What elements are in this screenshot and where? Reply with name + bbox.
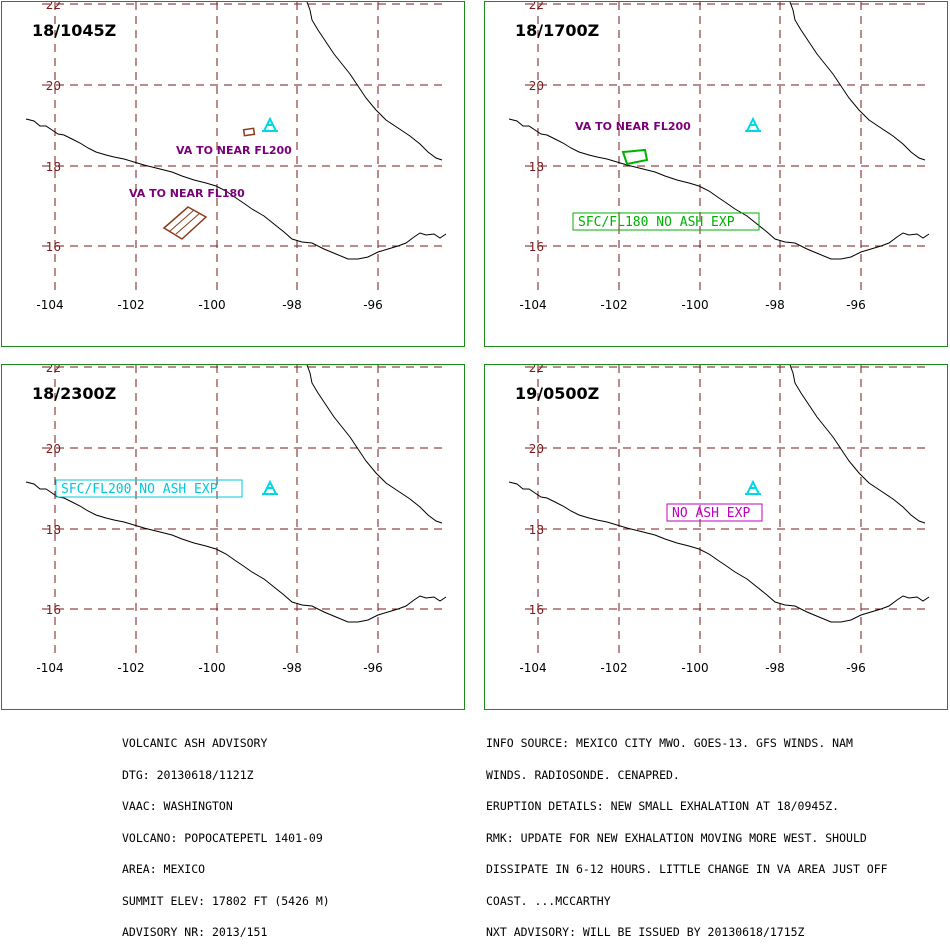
latitude-label: 20 (529, 79, 544, 93)
gulf-coastline (789, 365, 926, 524)
axis-labels: 22 20 18 16 -104 -102 -100 -98 -96 (36, 365, 382, 675)
lat-lon-grid (42, 2, 442, 294)
advisory-line: DTG: 20130618/1121Z (122, 767, 254, 782)
advisory-details-text: INFO SOURCE: MEXICO CITY MWO. GOES-13. G… (486, 717, 888, 948)
longitude-label: -104 (36, 298, 63, 312)
longitude-label: -102 (600, 298, 627, 312)
longitude-label: -98 (282, 298, 302, 312)
ash-polygon-hatched (162, 206, 208, 240)
longitude-label: -96 (363, 298, 383, 312)
map-panel-4: 22 20 18 16 -104 -102 -100 -98 -96 NO ASH EXP 19… (484, 364, 948, 710)
axis-labels: 22 20 18 16 -104 -102 -100 -98 -96 (36, 2, 382, 312)
lat-lon-grid (525, 365, 925, 657)
coastline (508, 481, 930, 623)
lat-lon-grid (525, 2, 925, 294)
latitude-label: 20 (529, 442, 544, 456)
longitude-label: -98 (765, 661, 785, 675)
longitude-label: -96 (846, 298, 866, 312)
advisory-line: COAST. ...MCCARTHY (486, 893, 611, 908)
longitude-label: -104 (519, 298, 546, 312)
gulf-coastline (306, 365, 443, 524)
longitude-label: -96 (363, 661, 383, 675)
volcano-triangle-icon (745, 116, 761, 132)
coastline (25, 481, 447, 623)
longitude-label: -102 (117, 298, 144, 312)
latitude-label: 18 (529, 160, 544, 174)
latitude-label: 18 (46, 160, 61, 174)
latitude-label: 16 (529, 240, 544, 254)
panel-time: 18/1700Z (515, 21, 599, 40)
longitude-label: -104 (36, 661, 63, 675)
longitude-label: -96 (846, 661, 866, 675)
advisory-line: NXT ADVISORY: WILL BE ISSUED BY 20130618… (486, 925, 805, 939)
volcano-triangle-icon (262, 479, 278, 495)
map-panel-2: 22 20 18 16 -104 -102 -100 -98 -96 VA TO NEAR FL… (484, 1, 948, 347)
longitude-label: -100 (198, 298, 225, 312)
longitude-label: -100 (681, 661, 708, 675)
volcano-triangle-icon (745, 479, 761, 495)
latitude-label: 22 (46, 2, 61, 12)
gulf-coastline (789, 2, 926, 161)
latitude-label: 22 (529, 365, 544, 375)
panel-time: 18/1045Z (32, 21, 116, 40)
forecast-box-label: SFC/FL200 NO ASH EXP (61, 482, 218, 497)
lat-lon-grid (42, 365, 442, 657)
longitude-label: -104 (519, 661, 546, 675)
axis-labels: 22 20 18 16 -104 -102 -100 -98 -96 (519, 2, 865, 312)
gulf-coastline (306, 2, 443, 161)
longitude-label: -100 (681, 298, 708, 312)
coastline (25, 118, 447, 260)
coastline (508, 118, 930, 260)
advisory-line: SUMMIT ELEV: 17802 FT (5426 M) (122, 893, 330, 908)
ash-polygon-small (242, 127, 256, 137)
forecast-box-label: NO ASH EXP (672, 506, 750, 521)
map-canvas: 22 20 18 16 -104 -102 -100 -98 -96 SFC/FL200 NO … (25, 365, 447, 675)
advisory-line: AREA: MEXICO (122, 862, 206, 876)
ash-polygon-green (621, 148, 649, 166)
advisory-header-text: VOLCANIC ASH ADVISORY DTG: 20130618/1121… (122, 717, 330, 948)
advisory-line: VAAC: WASHINGTON (122, 799, 233, 813)
map-canvas: 22 20 18 16 -104 -102 -100 -98 -96 VA TO NEAR FL… (508, 2, 930, 312)
longitude-label: -102 (117, 661, 144, 675)
latitude-label: 22 (529, 2, 544, 12)
latitude-label: 18 (46, 523, 61, 537)
longitude-label: -102 (600, 661, 627, 675)
latitude-label: 20 (46, 79, 61, 93)
map-panel-1: 22 20 18 16 -104 -102 -100 -98 -96 VA TO NEAR FL… (1, 1, 465, 347)
latitude-label: 20 (46, 442, 61, 456)
ash-label-2: VA TO NEAR FL180 (129, 187, 245, 200)
advisory-line: VOLCANO: POPOCATEPETL 1401-09 (122, 830, 323, 845)
forecast-box-label: SFC/FL180 NO ASH EXP (578, 215, 735, 230)
advisory-line: DISSIPATE IN 6-12 HOURS. LITTLE CHANGE I… (486, 862, 888, 876)
advisory-line: ERUPTION DETAILS: NEW SMALL EXHALATION A… (486, 799, 840, 813)
forecast-box (572, 212, 760, 231)
longitude-label: -100 (198, 661, 225, 675)
advisory-line: INFO SOURCE: MEXICO CITY MWO. GOES-13. G… (486, 736, 853, 750)
latitude-label: 16 (46, 240, 61, 254)
advisory-line: RMK: UPDATE FOR NEW EXHALATION MOVING MO… (486, 830, 867, 845)
latitude-label: 18 (529, 523, 544, 537)
longitude-label: -98 (282, 661, 302, 675)
map-canvas: 22 20 18 16 -104 -102 -100 -98 -96 VA TO NEAR FL… (25, 2, 447, 312)
ash-label-1: VA TO NEAR FL200 (575, 120, 691, 133)
advisory-line: ADVISORY NR: 2013/151 (122, 925, 268, 939)
axis-labels: 22 20 18 16 -104 -102 -100 -98 -96 (519, 365, 865, 675)
panel-time: 19/0500Z (515, 384, 599, 403)
forecast-box (55, 479, 243, 498)
forecast-box (666, 503, 763, 522)
latitude-label: 22 (46, 365, 61, 375)
latitude-label: 16 (529, 603, 544, 617)
map-panel-3: 22 20 18 16 -104 -102 -100 -98 -96 SFC/FL200 NO … (1, 364, 465, 710)
volcano-triangle-icon (262, 116, 278, 132)
longitude-label: -98 (765, 298, 785, 312)
map-canvas: 22 20 18 16 -104 -102 -100 -98 -96 NO ASH EXP 19… (508, 365, 930, 675)
ash-label-1: VA TO NEAR FL200 (176, 144, 292, 157)
latitude-label: 16 (46, 603, 61, 617)
panel-time: 18/2300Z (32, 384, 116, 403)
advisory-line: VOLCANIC ASH ADVISORY (122, 736, 268, 750)
advisory-line: WINDS. RADIOSONDE. CENAPRED. (486, 767, 680, 782)
